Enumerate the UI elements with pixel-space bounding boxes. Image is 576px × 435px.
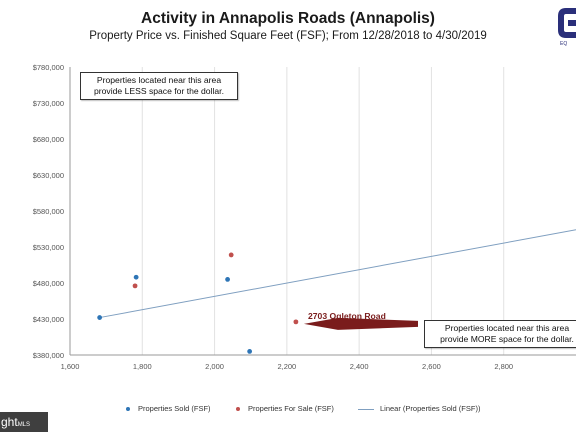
annotation-more-line2: provide MORE space for the dollar. — [440, 334, 574, 344]
sold-point — [247, 349, 253, 354]
callout-label: 2703 Ogleton Road — [308, 311, 386, 321]
y-tick-label: $630,000 — [33, 171, 64, 180]
x-tick-label: 2,400 — [350, 362, 369, 371]
logo-icon — [558, 8, 576, 38]
y-tick-label: $480,000 — [33, 279, 64, 288]
x-tick-label: 1,800 — [133, 362, 152, 371]
watermark-text: ght — [1, 415, 18, 429]
y-tick-label: $380,000 — [33, 351, 64, 360]
legend-marker-trendline — [358, 408, 374, 410]
sold-point — [133, 274, 139, 280]
annotation-less-line1: Properties located near this area — [96, 75, 222, 85]
y-tick-label: $430,000 — [33, 315, 64, 324]
for-sale-point — [228, 252, 234, 258]
legend-label-for-sale: Properties For Sale (FSF) — [248, 404, 334, 413]
trendline — [99, 229, 576, 319]
chart-title: Activity in Annapolis Roads (Annapolis) — [141, 10, 435, 27]
logo-text: EQ — [560, 41, 568, 47]
legend-marker-sold — [126, 407, 130, 412]
callout-arrow — [303, 317, 418, 330]
for-sale-point — [293, 319, 299, 325]
watermark-suffix: MLS — [17, 422, 31, 428]
y-tick-label: $780,000 — [33, 63, 64, 72]
x-tick-label: 2,800 — [494, 362, 513, 371]
y-tick-label: $730,000 — [33, 99, 64, 108]
legend-item-sold: Properties Sold (FSF) — [126, 404, 211, 413]
x-tick-label: 2,000 — [205, 362, 224, 371]
legend-item-trendline: Linear (Properties Sold (FSF)) — [358, 404, 480, 413]
y-tick-label: $530,000 — [33, 243, 64, 252]
sold-point — [225, 277, 230, 282]
x-tick-label: 2,600 — [422, 362, 441, 371]
legend-label-sold: Properties Sold (FSF) — [138, 404, 211, 413]
y-tick-label: $680,000 — [33, 135, 64, 144]
legend-item-for-sale: Properties For Sale (FSF) — [236, 404, 334, 413]
x-tick-label: 2,200 — [277, 362, 296, 371]
annotation-more-line1: Properties located near this area — [444, 323, 570, 333]
sold-point — [97, 315, 103, 320]
legend-marker-for-sale — [236, 407, 240, 412]
chart-subtitle: Property Price vs. Finished Square Feet … — [89, 30, 487, 42]
annotation-box-less: Properties located near this area provid… — [80, 72, 238, 100]
for-sale-point — [132, 283, 138, 289]
watermark: ghtMLS — [0, 412, 48, 432]
legend-label-trendline: Linear (Properties Sold (FSF)) — [380, 404, 481, 413]
annotation-box-more: Properties located near this area provid… — [424, 320, 576, 348]
annotation-less-line2: provide LESS space for the dollar. — [94, 86, 224, 96]
x-tick-label: 1,600 — [61, 362, 80, 371]
y-tick-label: $580,000 — [33, 207, 64, 216]
